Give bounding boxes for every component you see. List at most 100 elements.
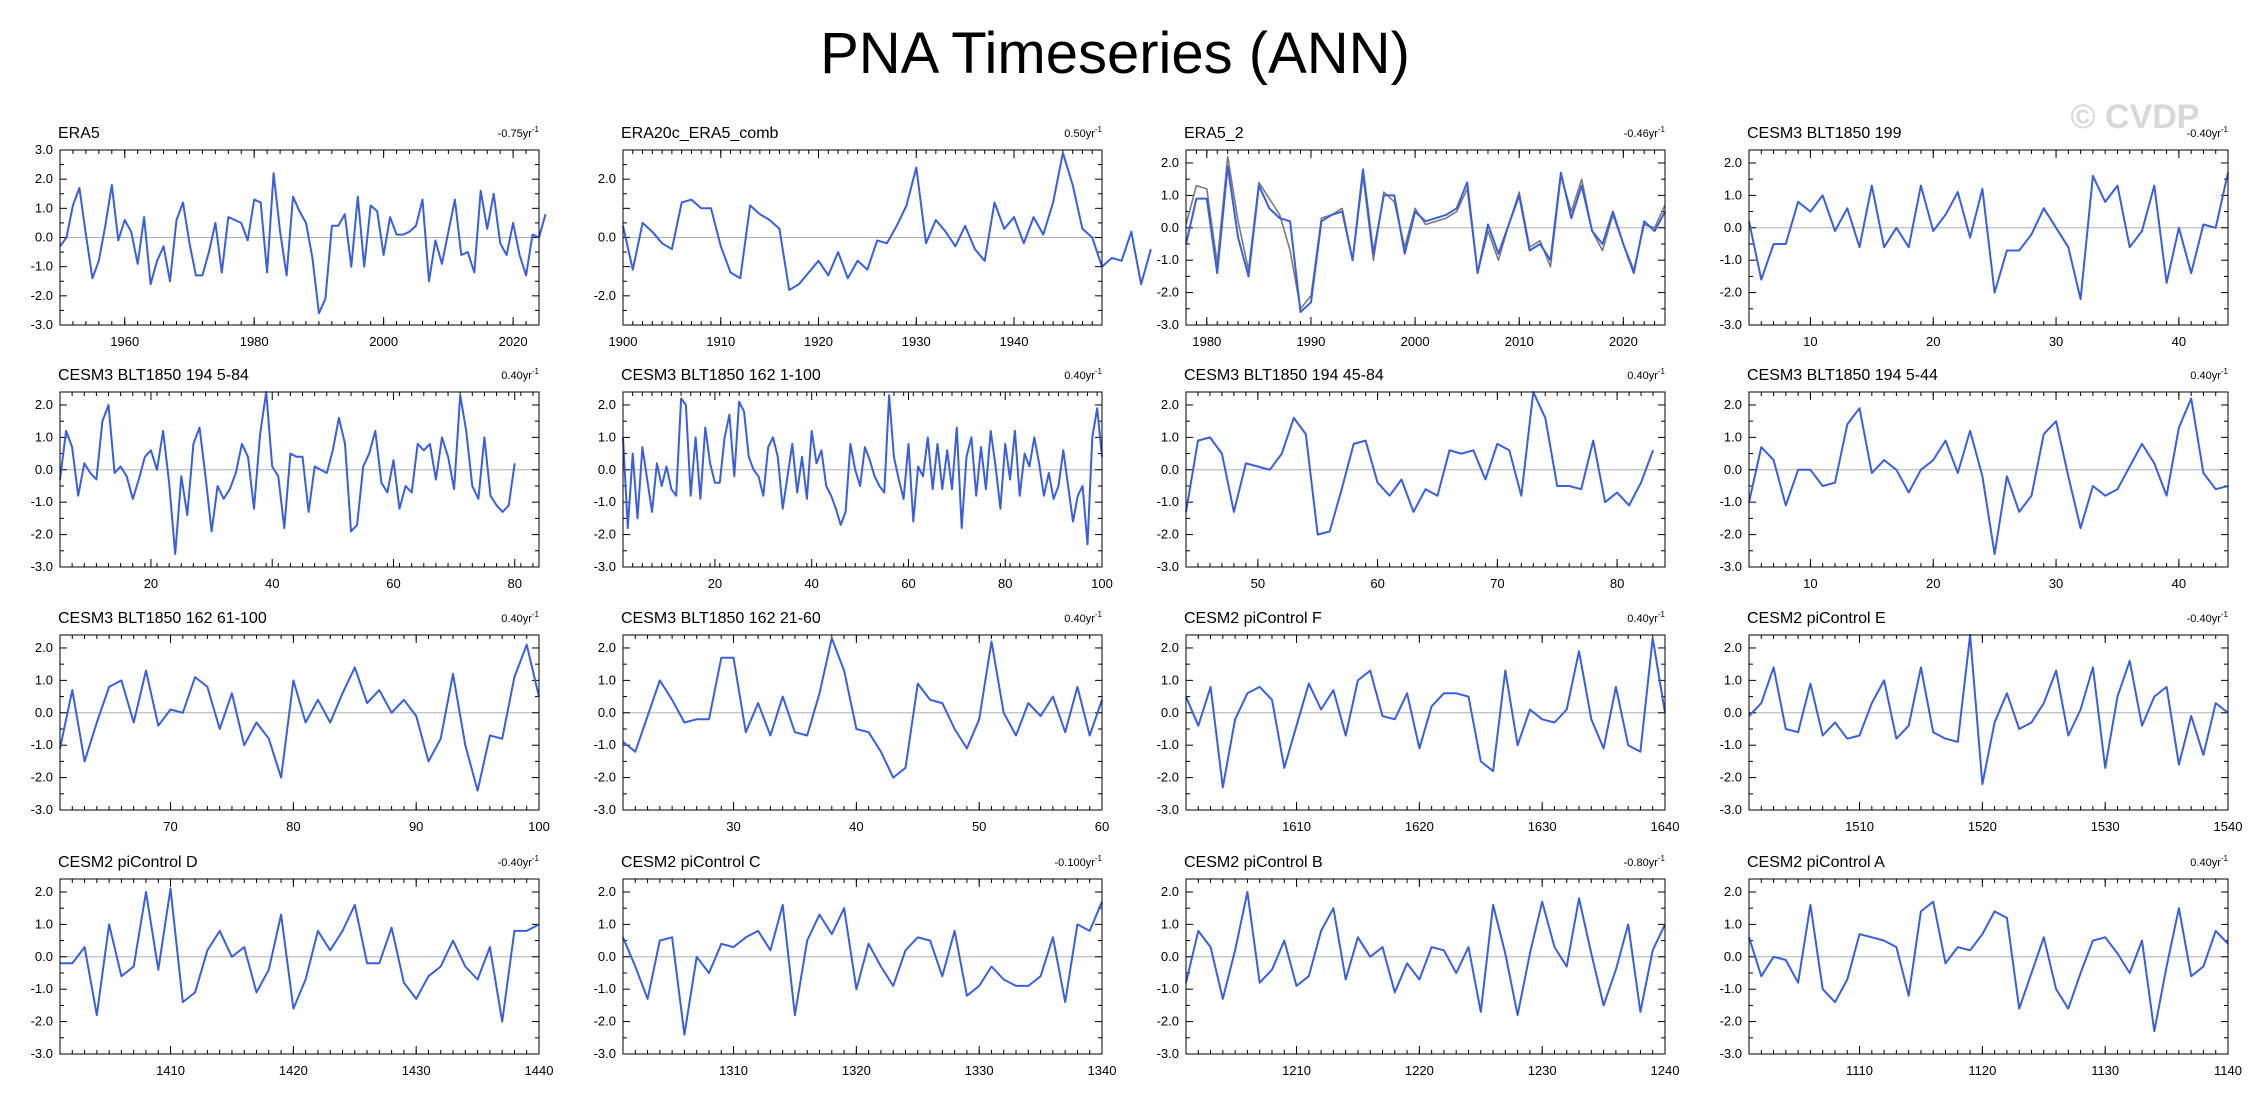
y-tick-label: -1.0: [594, 494, 616, 509]
x-tick-label: 1510: [1845, 819, 1874, 834]
panel-title: CESM2 piControl D: [58, 854, 198, 871]
y-tick-label: -2.0: [594, 288, 616, 303]
x-tick-label: 1440: [525, 1063, 554, 1078]
panel-5: CESM3 BLT1850 194 5-84 0.40yr-1 -3.0 -2.0 -1…: [31, 367, 540, 591]
watermark: © CVDP: [2071, 98, 2200, 136]
y-tick-label: 2.0: [1161, 397, 1179, 412]
y-tick-label: -3.0: [1157, 1046, 1179, 1061]
x-tick-label: 100: [1091, 576, 1113, 591]
panel-title: ERA20c_ERA5_comb: [621, 125, 779, 142]
x-tick-label: 1960: [110, 334, 139, 349]
x-tick-label: 2000: [1401, 334, 1430, 349]
x-tick-label: 60: [1370, 576, 1384, 591]
trend-label: -0.80yr-1: [1624, 854, 1666, 869]
x-tick-label: 40: [849, 819, 863, 834]
trend-label: 0.40yr-1: [1627, 610, 1665, 625]
x-tick-label: 1630: [1528, 819, 1557, 834]
y-tick-label: -2.0: [1157, 285, 1179, 300]
y-tick-label: -3.0: [1720, 1046, 1742, 1061]
x-tick-label: 60: [1095, 819, 1109, 834]
x-tick-label: 1140: [2214, 1063, 2242, 1078]
series-line: [60, 887, 540, 1023]
series-line: [59, 391, 516, 555]
x-tick-label: 40: [265, 576, 279, 591]
panel-3: ERA5_2 -0.46yr-1 -3.0 -2.0 -1.0 0.0 1.0 2.0 1980…: [1157, 125, 1666, 349]
y-tick-label: -1.0: [1157, 252, 1179, 267]
panel-frame: [622, 878, 1103, 1055]
y-tick-label: -1.0: [31, 494, 53, 509]
x-tick-label: 1930: [902, 334, 931, 349]
panel-frame: [59, 878, 540, 1055]
y-tick-label: 2.0: [598, 640, 616, 655]
x-tick-label: 1900: [609, 334, 638, 349]
x-tick-label: 1220: [1405, 1063, 1434, 1078]
x-tick-label: 60: [901, 576, 915, 591]
y-tick-label: -2.0: [1157, 770, 1179, 785]
y-tick-label: 0.0: [1161, 220, 1179, 235]
y-tick-label: -2.0: [1157, 1014, 1179, 1029]
panel-title: CESM2 piControl F: [1184, 610, 1322, 627]
panel-10: CESM3 BLT1850 162 21-60 0.40yr-1 -3.0 -2.0 -…: [594, 610, 1110, 834]
panel-grid: ERA5 -0.75yr-1 -3.0 -2.0 -1.0 0.0 1.0 2.0 3.0 196…: [31, 125, 2243, 1078]
trend-label: 0.40yr-1: [1627, 367, 1665, 382]
y-tick-label: 0.0: [1724, 949, 1742, 964]
panel-9: CESM3 BLT1850 162 61-100 0.40yr-1 -3.0 -2.0…: [31, 610, 550, 834]
y-tick-label: -1.0: [594, 981, 616, 996]
x-tick-label: 10: [1803, 576, 1817, 591]
x-tick-label: 30: [2049, 576, 2063, 591]
y-tick-label: 2.0: [1724, 884, 1742, 899]
x-tick-label: 20: [144, 576, 158, 591]
trend-superscript: -1: [532, 367, 540, 376]
y-tick-label: -3.0: [594, 1046, 616, 1061]
y-tick-label: 2.0: [598, 884, 616, 899]
x-tick-label: 50: [972, 819, 986, 834]
x-tick-label: 70: [1490, 576, 1504, 591]
x-tick-label: 2000: [369, 334, 398, 349]
y-tick-label: -1.0: [1720, 981, 1742, 996]
y-tick-label: -3.0: [31, 559, 53, 574]
trend-label: 0.40yr-1: [2190, 367, 2228, 382]
panel-16: CESM2 piControl A 0.40yr-1 -3.0 -2.0 -1.0 0.0…: [1720, 854, 2242, 1078]
trend-superscript: -1: [2221, 367, 2229, 376]
y-tick-label: -3.0: [31, 317, 53, 332]
trend-superscript: -1: [2221, 125, 2229, 134]
x-tick-label: 40: [2172, 334, 2186, 349]
trend-label: 0.40yr-1: [501, 610, 539, 625]
y-tick-label: -1.0: [1720, 737, 1742, 752]
x-tick-label: 1520: [1968, 819, 1997, 834]
x-tick-label: 1990: [1296, 334, 1325, 349]
panel-1: ERA5 -0.75yr-1 -3.0 -2.0 -1.0 0.0 1.0 2.0 3.0 196…: [31, 125, 547, 349]
y-tick-label: 0.0: [35, 230, 53, 245]
y-tick-label: 2.0: [35, 397, 53, 412]
panel-6: CESM3 BLT1850 162 1-100 0.40yr-1 -3.0 -2.0 -…: [594, 367, 1113, 591]
y-tick-label: -2.0: [31, 1014, 53, 1029]
y-tick-label: 1.0: [35, 672, 53, 687]
y-tick-label: -3.0: [1157, 802, 1179, 817]
panel-12: CESM2 piControl E -0.40yr-1 -3.0 -2.0 -1.0 0.…: [1720, 610, 2243, 834]
y-tick-label: -1.0: [31, 259, 53, 274]
x-tick-label: 80: [998, 576, 1012, 591]
x-tick-label: 1530: [2091, 819, 2120, 834]
series-line: [1748, 900, 2229, 1033]
x-tick-label: 1980: [1192, 334, 1221, 349]
y-tick-label: 0.0: [598, 462, 616, 477]
y-tick-label: -3.0: [1720, 802, 1742, 817]
x-tick-label: 80: [1610, 576, 1624, 591]
trend-superscript: -1: [532, 610, 540, 619]
panel-frame: [1185, 878, 1666, 1055]
x-tick-label: 1310: [719, 1063, 748, 1078]
x-tick-label: 30: [726, 819, 740, 834]
x-tick-label: 1320: [842, 1063, 871, 1078]
x-tick-label: 1610: [1282, 819, 1311, 834]
panel-14: CESM2 piControl C -0.100yr-1 -3.0 -2.0 -1.0 0…: [594, 854, 1117, 1078]
y-tick-label: -3.0: [594, 559, 616, 574]
x-tick-label: 1540: [2214, 819, 2243, 834]
y-tick-label: -3.0: [31, 802, 53, 817]
y-tick-label: 0.0: [1161, 705, 1179, 720]
series-line: [1748, 172, 2229, 301]
panel-title: ERA5_2: [1184, 125, 1244, 142]
x-tick-label: 40: [2172, 576, 2186, 591]
panel-title: CESM2 piControl B: [1184, 854, 1323, 871]
y-tick-label: 1.0: [598, 916, 616, 931]
